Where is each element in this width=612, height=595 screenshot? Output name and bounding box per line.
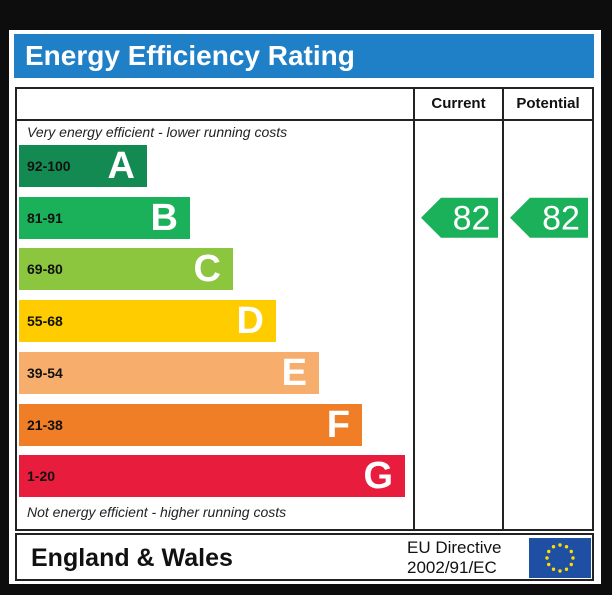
directive-line-2: 2002/91/EC — [407, 558, 497, 577]
flag-star — [558, 543, 562, 547]
column-divider-current — [413, 89, 415, 529]
band-letter: A — [107, 145, 135, 187]
potential-column-header: Potential — [516, 95, 580, 112]
rating-arrows: 82 82 — [421, 197, 588, 238]
rating-band-f: 21-38 F — [19, 403, 362, 446]
rating-band-e: 39-54 E — [19, 351, 319, 394]
flag-star — [551, 545, 556, 549]
band-letter: G — [363, 455, 393, 498]
rating-band-c: 69-80 C — [19, 248, 233, 291]
rating-band-g: 1-20 G — [19, 455, 405, 498]
bottom-note: Not energy efficient - higher running co… — [27, 504, 287, 520]
chart-title: Energy Efficiency Rating — [14, 34, 594, 78]
band-letter: C — [193, 248, 221, 291]
flag-star — [545, 556, 549, 560]
header-divider — [17, 119, 592, 121]
band-range-label: 1-20 — [27, 468, 56, 485]
potential-rating-value: 82 — [542, 200, 580, 238]
flag-star — [558, 569, 562, 573]
flag-star — [551, 567, 556, 571]
eu-flag-icon — [529, 538, 591, 578]
band-range-label: 69-80 — [27, 261, 63, 278]
rating-grid: Current Potential Very energy efficient … — [15, 87, 594, 531]
flag-star — [569, 562, 573, 567]
flag-star — [564, 567, 569, 571]
current-rating-value: 82 — [453, 200, 491, 238]
current-rating-arrow: 82 — [421, 197, 498, 238]
band-letter: F — [326, 403, 350, 446]
potential-rating-arrow: 82 — [510, 197, 588, 238]
directive-line-1: EU Directive — [407, 538, 502, 557]
band-letter: B — [150, 196, 178, 239]
eu-directive: EU Directive 2002/91/EC — [407, 538, 501, 578]
flag-star — [571, 556, 575, 560]
band-letter: D — [236, 300, 264, 343]
band-range-label: 39-54 — [27, 364, 63, 381]
flag-star — [564, 545, 569, 549]
rating-band-a: 92-100 A — [19, 145, 147, 187]
top-note: Very energy efficient - lower running co… — [27, 124, 288, 140]
footer: England & Wales EU Directive 2002/91/EC — [15, 533, 594, 581]
band-range-label: 81-91 — [27, 209, 63, 226]
region-label: England & Wales — [31, 544, 233, 572]
flag-star — [569, 549, 573, 554]
band-range-label: 21-38 — [27, 416, 63, 433]
band-letter: E — [281, 351, 307, 394]
current-arrow-shape — [421, 197, 498, 238]
column-divider-potential — [502, 89, 504, 529]
rating-band-b: 81-91 B — [19, 196, 190, 239]
band-range-label: 55-68 — [27, 313, 63, 330]
band-range-label: 92-100 — [27, 158, 71, 174]
rating-band-d: 55-68 D — [19, 300, 276, 343]
flag-star — [547, 562, 551, 567]
potential-arrow-shape — [510, 197, 588, 238]
flag-star — [547, 549, 551, 554]
epc-card: Energy Efficiency Rating Current Potenti… — [9, 30, 601, 584]
current-column-header: Current — [431, 95, 486, 112]
